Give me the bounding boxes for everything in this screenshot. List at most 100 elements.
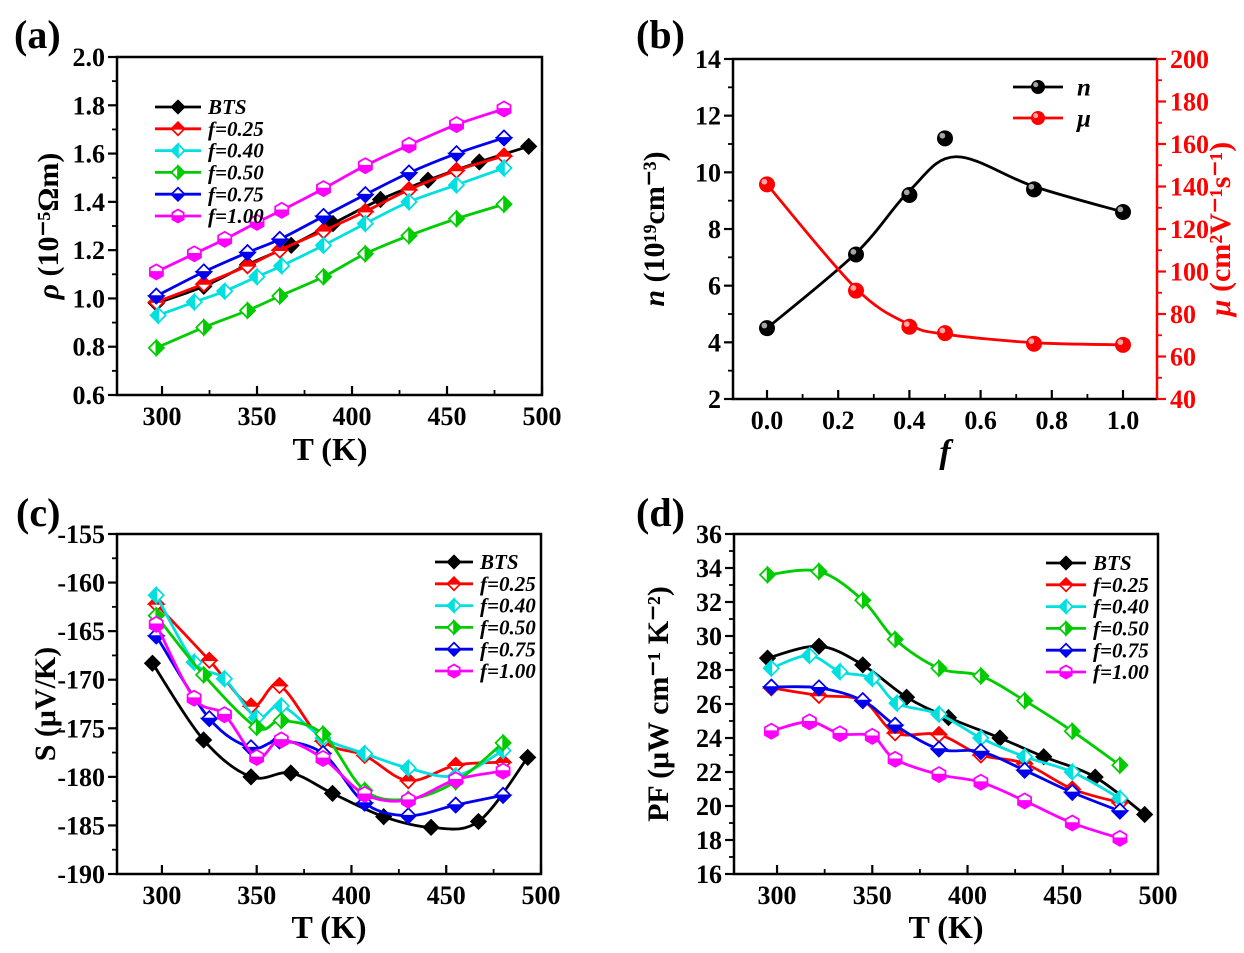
marker-hex-bottom-icon	[764, 730, 779, 740]
x-tick-label: 300	[142, 881, 181, 910]
marker-diamond-icon	[422, 818, 440, 837]
y-tick-label: 1.0	[73, 284, 106, 313]
axis-y: 0.6 0.8 1.0 1.2 1.4 1.6 1.8 2.0 ρ (10⁻⁵Ωm)	[32, 43, 117, 410]
marker-hex-bottom-icon	[1112, 829, 1128, 847]
legend-item-f=0.25: f=0.25	[155, 117, 264, 141]
marker-diamond-bottom-icon	[356, 794, 374, 812]
marker-sphere-icon	[937, 130, 953, 147]
marker-diamond-bottom-icon	[495, 129, 513, 147]
y-tick-label: -185	[57, 811, 105, 840]
marker-sphere-icon	[1031, 111, 1045, 125]
marker-diamond-left-icon	[215, 670, 234, 688]
marker-hex-bottom-icon	[931, 766, 947, 783]
marker-diamond-right-icon	[495, 195, 513, 213]
marker-hex-bottom-icon	[274, 201, 290, 219]
marker-hex-bottom-icon	[1059, 664, 1073, 680]
y-tick-label: 18	[696, 826, 722, 855]
marker-sphere-highlight	[1028, 183, 1035, 190]
marker-diamond-right-icon	[1111, 756, 1129, 774]
marker-diamond-top-icon	[446, 576, 462, 592]
legend-label: f=0.40	[480, 594, 536, 618]
marker-diamond-icon	[519, 748, 537, 767]
marker-diamond-top-icon	[1058, 577, 1074, 593]
marker-hex-bottom-icon	[315, 749, 331, 767]
marker-hex-bottom-icon	[249, 749, 265, 766]
x-axis-label: T (K)	[293, 431, 368, 467]
marker-diamond-left-icon	[185, 293, 203, 311]
marker-sphere-icon	[1026, 335, 1043, 352]
y-tick-label: 22	[696, 758, 722, 787]
legend-label: n	[1077, 75, 1091, 102]
marker-hex-bottom-icon	[249, 756, 265, 766]
y2-tick-label: 200	[1170, 45, 1209, 74]
marker-hex-bottom-icon	[1059, 671, 1073, 680]
marker-hex-bottom-icon	[802, 713, 817, 731]
x-tick-label: 0.6	[964, 406, 997, 435]
marker-diamond-bottom-icon	[200, 709, 218, 728]
marker-diamond-bottom-icon	[447, 796, 465, 814]
marker-diamond-left-icon	[1058, 598, 1074, 615]
marker-hex-bottom-icon	[400, 791, 416, 809]
series-n	[758, 130, 1132, 337]
marker-hex-bottom-icon	[887, 758, 903, 768]
marker-diamond-bottom-icon	[1016, 761, 1034, 779]
series-f=1.00	[149, 100, 512, 281]
marker-diamond-bottom-icon	[314, 207, 333, 225]
series-f=0.75	[761, 678, 1130, 820]
panel-label-a: (a)	[14, 12, 61, 57]
marker-diamond-right-icon	[271, 287, 289, 305]
marker-diamond-bottom-icon	[886, 716, 904, 734]
marker-diamond-bottom-icon	[1058, 642, 1074, 658]
marker-diamond-right-icon	[356, 245, 374, 263]
marker-sphere-icon	[1115, 204, 1132, 220]
marker-diamond-right-icon	[854, 591, 872, 609]
panel-label-b: (b)	[636, 12, 685, 57]
marker-hex-bottom-icon	[448, 778, 464, 789]
marker-diamond-icon	[242, 768, 260, 786]
marker-diamond-top-icon	[810, 686, 828, 705]
marker-diamond-left-icon	[399, 759, 417, 777]
marker-hex-bottom-icon	[400, 799, 416, 809]
series-f=0.40	[149, 158, 513, 325]
series-f=0.50	[758, 561, 1129, 775]
marker-diamond-right-icon	[1058, 620, 1074, 637]
y2-tick-label: 40	[1170, 385, 1196, 414]
marker-hex-bottom-icon	[1112, 837, 1128, 847]
marker-diamond-right-icon	[147, 339, 165, 357]
marker-diamond-bottom-icon	[854, 691, 872, 710]
x-tick-label: 0.4	[893, 406, 926, 435]
marker-sphere-icon	[758, 176, 775, 193]
marker-diamond-top-icon	[886, 724, 904, 742]
legend-label: BTS	[1092, 551, 1132, 575]
panel-c: 300 350 400 450 500 T (K) -190 -185 -180 -175 -170…	[16, 490, 561, 945]
marker-hex-bottom-icon	[447, 663, 461, 679]
marker-sphere-highlight	[850, 248, 857, 255]
marker-diamond-right-icon	[810, 562, 828, 581]
y2-tick-label: 160	[1170, 130, 1209, 159]
marker-diamond-icon	[520, 137, 538, 155]
y2-tick-label: 140	[1170, 173, 1209, 202]
x-axis-label: T (K)	[292, 909, 367, 945]
marker-diamond-icon	[446, 554, 462, 570]
marker-hex-bottom-icon	[1064, 822, 1080, 832]
marker-sphere-highlight	[850, 285, 857, 291]
x-tick-label: 500	[523, 402, 562, 431]
x-tick-label: 400	[332, 881, 371, 910]
marker-diamond-right-icon	[972, 667, 990, 685]
marker-diamond-right-icon	[400, 227, 418, 245]
series-curve	[766, 155, 1124, 330]
marker-diamond-icon	[1035, 748, 1053, 766]
y-axis-label: n (10¹⁹cm⁻³)	[638, 151, 671, 306]
x-tick-label: 1.0	[1107, 406, 1140, 435]
marker-diamond-bottom-icon	[399, 807, 417, 825]
marker-hex-bottom-icon	[401, 136, 417, 154]
marker-diamond-left-icon	[762, 659, 780, 677]
marker-hex-bottom-icon	[357, 157, 373, 175]
panel-b: 0.0 0.2 0.4 0.6 0.8 1.0 f 2 4 6 8 10 12 14 n (10¹⁹cm⁻³…	[636, 12, 1237, 471]
marker-diamond-right-icon	[170, 164, 186, 181]
y-tick-label: 14	[695, 45, 721, 74]
x-axis-label: f	[939, 434, 954, 471]
marker-hex-bottom-icon	[315, 757, 331, 767]
